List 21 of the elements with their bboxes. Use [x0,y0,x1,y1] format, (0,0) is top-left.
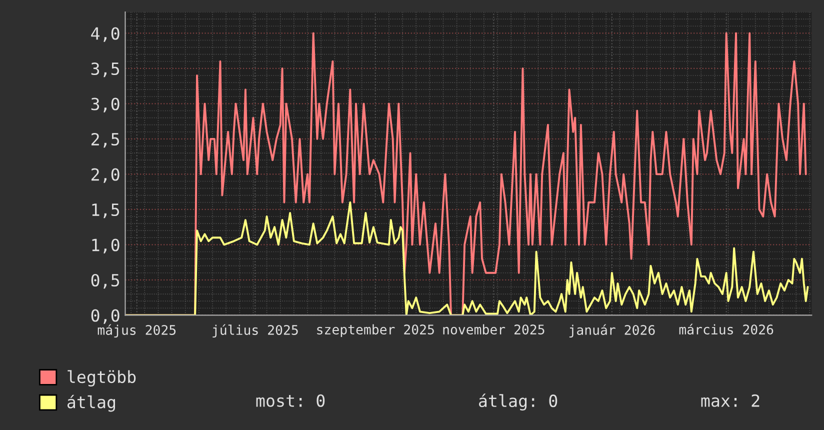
y-tick-label: 1,5 [92,204,120,218]
x-tick-label: szeptember 2025 [317,324,434,338]
y-tick-label: 3,0 [91,98,120,112]
line-series [125,201,809,316]
y-tick-label: 0,5 [91,274,120,289]
y-tick-label: 3,5 [91,62,120,78]
legend-label: átlag [67,394,116,412]
y-tick-label: 2,0 [92,168,120,183]
x-tick-label: november 2025 [443,324,544,334]
text: most: 0 [256,394,325,407]
x-tick-label: július 2025 [212,324,298,338]
text: átlag: 0 [479,394,558,411]
y-tick-label: 0,0 [91,309,120,324]
y-tick-label: 4,0 [91,27,120,42]
x-tick-label: március 2026 [679,324,774,334]
x-tick-label: május 2025 [98,324,176,338]
y-tick-label: 1,0 [92,238,120,254]
text: max: 2 [701,394,760,407]
legend-label: legtöbb [68,370,136,386]
y-tick-label: 2,5 [92,132,120,148]
x-tick-label: január 2026 [569,324,655,338]
